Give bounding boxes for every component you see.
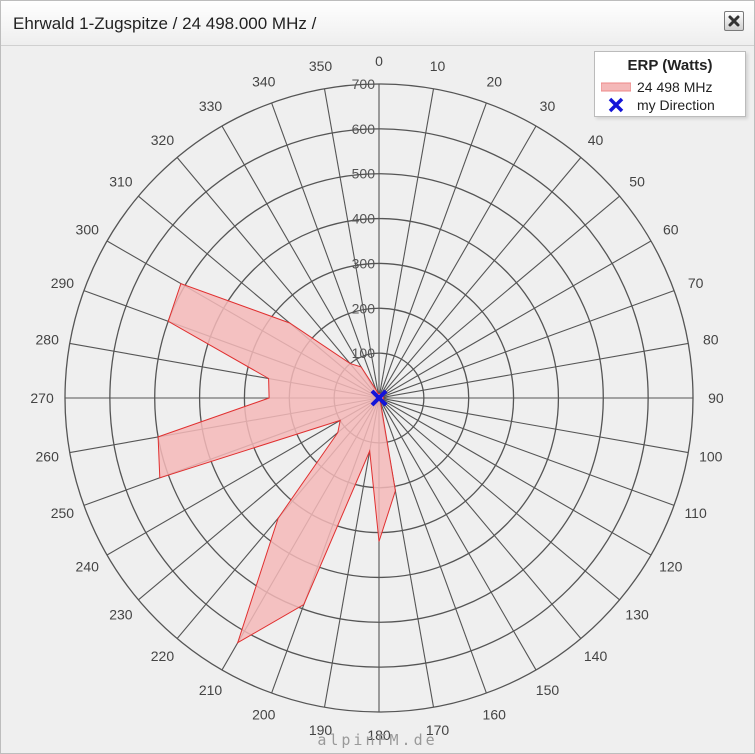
angle-tick-label: 240 xyxy=(76,558,100,574)
radial-tick-label: 200 xyxy=(352,300,376,316)
chart-grid xyxy=(64,83,694,713)
angle-tick-label: 160 xyxy=(483,707,507,723)
grid-spoke xyxy=(378,397,487,694)
legend-series-swatch xyxy=(601,78,631,96)
grid-spoke xyxy=(378,397,675,506)
angle-tick-label: 140 xyxy=(584,648,608,664)
angle-tick-label: 200 xyxy=(252,707,276,723)
angle-tick-label: 180 xyxy=(367,727,391,743)
angle-tick-label: 30 xyxy=(540,98,556,114)
grid-spoke xyxy=(323,88,380,399)
legend-entry-series[interactable]: 24 498 MHz xyxy=(601,78,712,96)
title-bar: Ehrwald 1-Zugspitze / 24 498.000 MHz / xyxy=(1,1,754,46)
grid-spoke xyxy=(378,397,689,454)
radial-tick-label: 600 xyxy=(352,121,376,137)
cross-icon xyxy=(601,96,631,114)
radial-tick-label: 400 xyxy=(352,211,376,227)
angle-tick-label: 310 xyxy=(109,173,133,189)
angle-tick-label: 60 xyxy=(663,222,679,238)
angle-tick-label: 90 xyxy=(708,390,724,406)
grid-spoke xyxy=(378,125,537,399)
legend-title: ERP (Watts) xyxy=(627,57,713,74)
angle-tick-label: 40 xyxy=(588,132,604,148)
grid-spoke xyxy=(378,342,689,399)
watermark: alpinFM.de xyxy=(317,731,438,749)
grid-spoke xyxy=(378,397,582,639)
window-title: Ehrwald 1-Zugspitze / 24 498.000 MHz / xyxy=(13,14,317,33)
series-area xyxy=(157,282,396,644)
close-icon xyxy=(728,15,740,27)
angle-tick-label: 220 xyxy=(151,648,175,664)
angle-tick-label: 120 xyxy=(659,558,683,574)
angle-tick-label: 0 xyxy=(375,53,383,69)
grid-spoke xyxy=(378,102,487,399)
chart-labels: 0 10 20 30 40 50 60 70 80 90 100 110 120 130 140 150 160… xyxy=(30,53,724,743)
grid-spoke xyxy=(378,397,537,671)
angle-tick-label: 320 xyxy=(151,132,175,148)
grid-spoke xyxy=(378,88,435,399)
radial-tick-label: 100 xyxy=(352,345,376,361)
radial-tick-label: 700 xyxy=(352,76,376,92)
grid-spoke xyxy=(106,397,380,556)
angle-tick-label: 70 xyxy=(688,275,704,291)
grid-spoke xyxy=(221,125,380,399)
chart-series xyxy=(157,282,396,644)
angle-tick-label: 230 xyxy=(109,607,133,623)
radial-tick-label: 300 xyxy=(352,255,376,271)
angle-tick-label: 50 xyxy=(629,173,645,189)
angle-tick-label: 210 xyxy=(199,682,223,698)
angle-tick-label: 150 xyxy=(536,682,560,698)
grid-spoke xyxy=(176,157,380,399)
angle-tick-label: 350 xyxy=(309,58,333,74)
angle-tick-label: 10 xyxy=(430,58,446,74)
legend-entry-direction[interactable]: my Direction xyxy=(601,96,715,114)
angle-tick-label: 20 xyxy=(486,73,502,89)
grid-spoke xyxy=(378,290,675,399)
angle-tick-label: 170 xyxy=(426,722,450,738)
angle-tick-label: 100 xyxy=(699,449,723,465)
grid-spoke xyxy=(378,397,652,556)
angle-tick-label: 330 xyxy=(199,98,223,114)
angle-tick-label: 290 xyxy=(51,275,75,291)
grid-spoke xyxy=(378,397,620,601)
angle-tick-label: 250 xyxy=(51,505,75,521)
close-button[interactable] xyxy=(724,11,744,31)
radial-tick-label: 500 xyxy=(352,166,376,182)
angle-tick-label: 340 xyxy=(252,73,276,89)
angle-tick-label: 130 xyxy=(625,607,649,623)
my-direction-marker xyxy=(370,389,388,407)
angle-tick-label: 110 xyxy=(684,505,707,521)
grid-spoke xyxy=(378,157,582,399)
legend-series-label: 24 498 MHz xyxy=(637,79,713,95)
angle-tick-label: 300 xyxy=(76,222,100,238)
angle-tick-label: 260 xyxy=(36,449,60,465)
angle-tick-label: 80 xyxy=(703,331,719,347)
angle-tick-label: 280 xyxy=(36,331,60,347)
chart-legend: ERP (Watts) 24 498 MHz my Direction xyxy=(594,51,746,117)
grid-spoke xyxy=(271,102,380,399)
chart-markers xyxy=(370,389,388,407)
legend-direction-label: my Direction xyxy=(637,97,715,113)
angle-tick-label: 270 xyxy=(30,390,54,406)
grid-spoke xyxy=(378,195,620,399)
grid-spoke xyxy=(378,240,652,399)
angle-tick-label: 190 xyxy=(309,722,333,738)
